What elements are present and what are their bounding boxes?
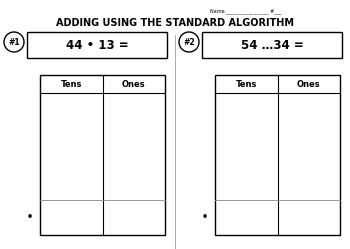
Text: Tens: Tens [61, 79, 82, 88]
Text: #1: #1 [8, 38, 20, 47]
Bar [215, 75, 340, 235]
Bar [202, 32, 342, 58]
Text: Tens: Tens [236, 79, 257, 88]
Text: ADDING USING THE STANDARD ALGORITHM: ADDING USING THE STANDARD ALGORITHM [56, 18, 294, 28]
Text: Name _________________ #___: Name _________________ #___ [210, 8, 282, 14]
Text: Ones: Ones [297, 79, 321, 88]
Text: 54 …34 =: 54 …34 = [241, 39, 303, 52]
Text: #2: #2 [183, 38, 195, 47]
Text: Ones: Ones [122, 79, 146, 88]
Text: •: • [27, 212, 33, 223]
Text: •: • [202, 212, 208, 223]
Bar [27, 32, 167, 58]
Text: 44 • 13 =: 44 • 13 = [66, 39, 128, 52]
Bar [40, 75, 165, 235]
